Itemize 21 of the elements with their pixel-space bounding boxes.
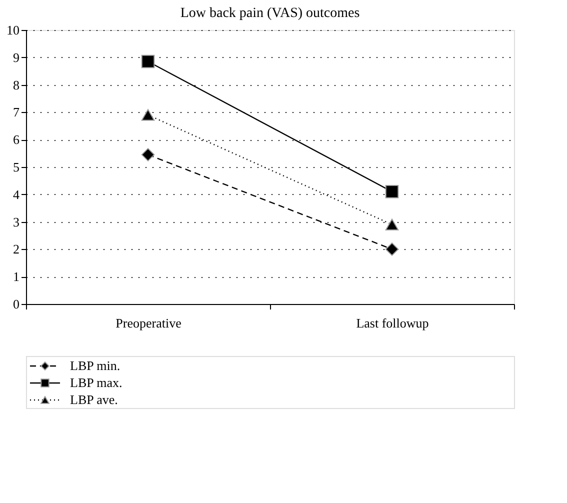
y-tick-label: 2 — [13, 242, 20, 257]
y-tick-label: 5 — [13, 160, 20, 174]
y-tick-label: 10 — [6, 22, 20, 38]
chart-title: Low back pain (VAS) outcomes — [180, 6, 360, 21]
x-tick-label: Last followup — [356, 316, 429, 330]
y-tick-label: 8 — [13, 77, 20, 92]
point — [385, 185, 399, 198]
y-tick-label: 9 — [13, 50, 20, 65]
y-tick-label: 7 — [13, 104, 20, 120]
point — [385, 242, 399, 256]
y-tick-label: 6 — [13, 132, 20, 148]
legend-label: LBP max. — [70, 375, 122, 390]
legend-label: LBP ave. — [70, 392, 118, 407]
y-tick-label: 1 — [13, 269, 20, 284]
legend-label: LBP min. — [70, 358, 120, 373]
y-tick-label: 3 — [13, 214, 20, 230]
y-tick-label: 4 — [13, 186, 20, 202]
point — [141, 148, 155, 162]
x-tick-label: Preoperative — [116, 316, 182, 330]
point — [141, 54, 155, 68]
y-tick-label: 0 — [13, 296, 20, 312]
